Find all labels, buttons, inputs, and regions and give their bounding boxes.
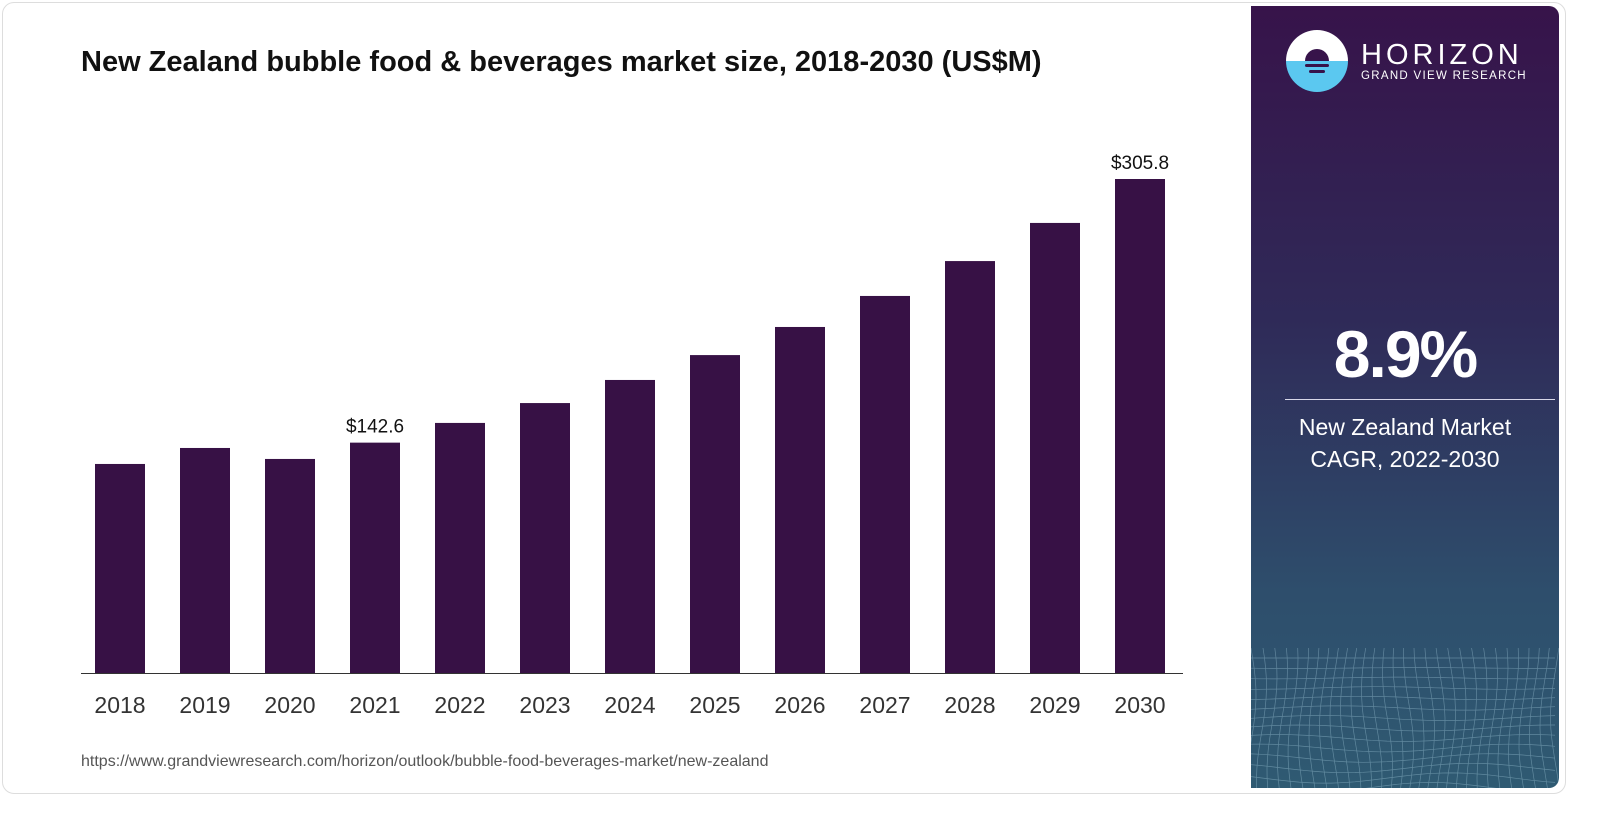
x-tick-label: 2023 xyxy=(519,692,570,718)
x-tick-label: 2019 xyxy=(179,692,230,718)
source-url: https://www.grandviewresearch.com/horizo… xyxy=(81,753,769,770)
cagr-label-line2: CAGR, 2022-2030 xyxy=(1310,446,1500,472)
bar-2018 xyxy=(95,463,145,673)
bar-2026 xyxy=(775,326,825,673)
x-tick-label: 2024 xyxy=(604,692,655,718)
chart-title: New Zealand bubble food & beverages mark… xyxy=(81,46,1042,78)
side-panel: HORIZON GRAND VIEW RESEARCH 8.9% New Zea… xyxy=(1251,6,1559,788)
cagr-value: 8.9% xyxy=(1333,317,1478,391)
x-tick-label: 2025 xyxy=(689,692,740,718)
wave-mesh-decoration xyxy=(1251,648,1559,788)
x-tick-label: 2030 xyxy=(1114,692,1165,718)
bar-2022 xyxy=(435,422,485,673)
bar-2028 xyxy=(945,261,995,673)
bar-2021 xyxy=(350,442,400,673)
bar-2029 xyxy=(1030,222,1080,674)
bar-2020 xyxy=(265,458,315,673)
brand-logo: HORIZON GRAND VIEW RESEARCH xyxy=(1285,29,1527,93)
cagr-label-line1: New Zealand Market xyxy=(1298,414,1512,440)
x-tick-label: 2020 xyxy=(264,692,315,718)
x-tick-label: 2022 xyxy=(434,692,485,718)
bar-2027 xyxy=(860,295,910,673)
bar-2019 xyxy=(180,447,230,673)
x-tick-label: 2028 xyxy=(944,692,995,718)
x-tick-label: 2029 xyxy=(1029,692,1080,718)
horizon-logo-icon xyxy=(1286,30,1348,92)
x-tick-label: 2026 xyxy=(774,692,825,718)
bar-2023 xyxy=(520,403,570,673)
bar-2030 xyxy=(1115,179,1165,673)
x-tick-label: 2027 xyxy=(859,692,910,718)
brand-name: HORIZON xyxy=(1361,39,1523,71)
data-label: $142.6 xyxy=(346,417,404,438)
cagr-label: New Zealand Market CAGR, 2022-2030 xyxy=(1251,411,1559,475)
x-tick-label: 2018 xyxy=(94,692,145,718)
x-tick-label: 2021 xyxy=(349,692,400,718)
brand-subtitle: GRAND VIEW RESEARCH xyxy=(1361,70,1527,82)
data-label: $305.8 xyxy=(1111,153,1169,174)
bar-2025 xyxy=(690,355,740,673)
bar-2024 xyxy=(605,379,655,673)
divider xyxy=(1285,399,1555,400)
bar-chart: 2018 2019 2020 2021 $142.6 2022 2023 2024 2025 20… xyxy=(81,153,1183,718)
